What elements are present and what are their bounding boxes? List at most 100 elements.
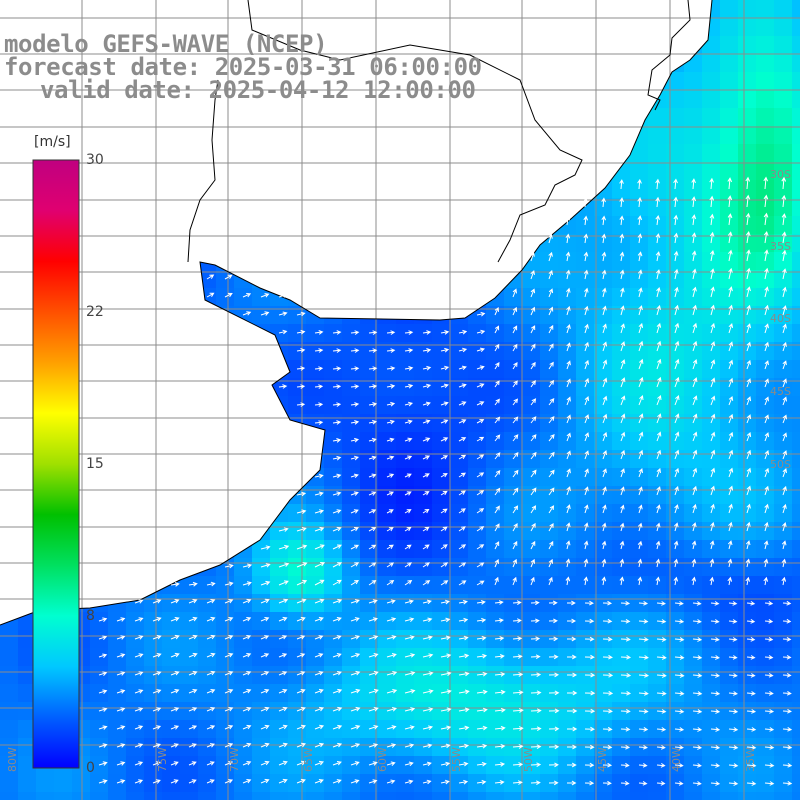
wind-arrow [728,395,734,406]
wind-cell [540,414,559,433]
wind-arrow [746,745,757,750]
wind-cell [702,414,721,433]
wind-cell [684,396,703,415]
wind-cell [720,180,739,199]
wind-arrow [116,617,126,622]
wind-arrow [620,431,626,442]
wind-cell [756,288,775,307]
wind-cell [738,396,757,415]
wind-cell [288,792,307,800]
wind-cell [486,522,505,541]
wind-arrow [332,366,342,371]
wind-arrow [584,690,596,696]
wind-arrow [206,743,215,748]
wind-cell [612,504,631,523]
wind-cell [774,198,793,217]
wind-cell [756,198,775,217]
wind-arrow [584,468,589,478]
wind-arrow [476,508,485,514]
wind-arrow [368,617,378,622]
wind-arrow [728,727,739,732]
wind-cell [792,342,800,361]
wind-cell [702,54,721,73]
wind-arrow [746,600,756,606]
wind-arrow [404,562,412,568]
wind-cell [756,468,775,487]
wind-cell [666,162,685,181]
wind-arrow [422,725,434,730]
wind-arrow [764,600,774,606]
wind-cell [18,738,37,757]
wind-cell [702,378,721,397]
wind-cell [756,54,775,73]
wind-cell [720,504,739,523]
wind-arrow [224,761,234,766]
wind-arrow [152,779,161,784]
wind-arrow [710,268,715,280]
wind-arrow [476,671,488,677]
wind-cell [504,414,523,433]
wind-arrow [440,743,451,749]
wind-cell [540,288,559,307]
wind-cell [684,252,703,271]
wind-cell [648,216,667,235]
wind-cell [540,558,559,577]
wind-cell [594,432,613,451]
wind-arrow [296,616,306,622]
wind-cell [558,342,577,361]
wind-arrow [530,306,536,316]
wind-arrow [728,745,739,750]
wind-arrow [548,487,555,496]
wind-arrow [530,434,537,442]
wind-arrow [584,359,589,370]
wind-arrow [601,558,607,568]
wind-arrow [440,580,449,586]
wind-arrow [494,654,505,659]
wind-arrow [116,671,126,676]
wind-cell [684,144,703,163]
wind-arrow [332,348,342,353]
wind-arrow [440,437,449,442]
wind-cell [702,288,721,307]
wind-cell [774,252,793,271]
wind-arrow [404,455,413,460]
wind-arrow [134,761,144,766]
wind-arrow [781,213,787,226]
wind-cell [792,90,800,109]
wind-arrow [764,249,769,262]
wind-cell [576,360,595,379]
wind-arrow [764,286,769,298]
wind-arrow [278,293,288,298]
wind-arrow [674,395,680,406]
wind-cell [612,216,631,235]
wind-arrow [691,178,696,190]
wind-cell [792,288,800,307]
wind-cell [18,720,37,739]
wind-cell [18,684,37,703]
wind-arrow [727,231,733,244]
wind-cell [324,792,343,800]
wind-arrow [782,396,787,406]
wind-cell [792,522,800,541]
wind-arrow [260,635,270,640]
wind-cell [540,450,559,469]
wind-arrow [368,635,379,640]
wind-arrow [655,196,660,208]
wind-cell [792,324,800,343]
wind-arrow [242,671,252,676]
wind-cell [576,504,595,523]
wind-arrow [458,671,470,677]
wind-arrow [476,600,486,605]
wind-cell [738,234,757,253]
wind-cell [720,18,739,37]
wind-arrow [530,522,536,532]
wind-arrow [458,743,470,749]
wind-arrow [422,671,434,676]
wind-cell [666,576,685,595]
wind-arrow [565,558,571,568]
wind-arrow [404,437,413,443]
wind-arrow [764,672,774,678]
wind-arrow [764,690,774,696]
wind-arrow [692,413,698,424]
wind-arrow [746,267,751,280]
